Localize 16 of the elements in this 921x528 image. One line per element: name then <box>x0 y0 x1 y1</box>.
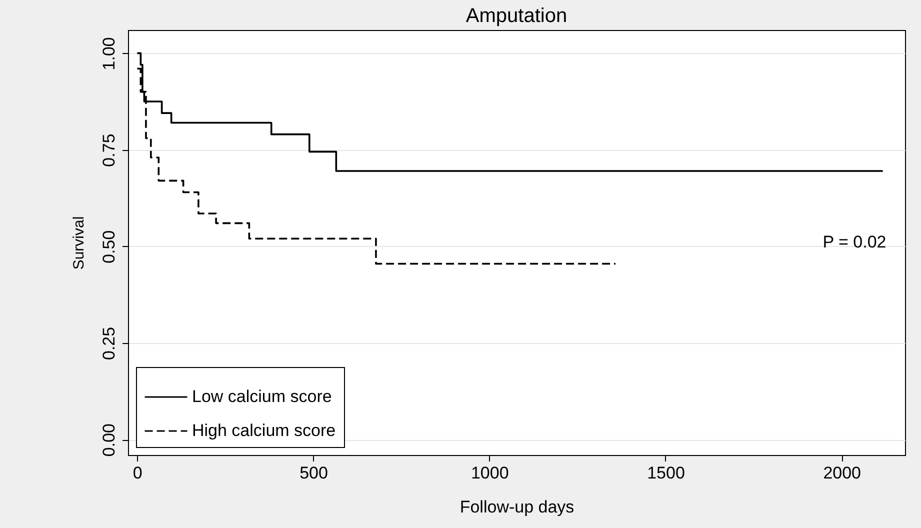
legend-label: High calcium score <box>192 421 336 440</box>
x-tick-label: 0 <box>132 464 142 482</box>
y-tick-label: 1.00 <box>100 37 118 70</box>
annotation: P = 0.02 <box>822 232 886 252</box>
x-tick-label: 2000 <box>823 464 862 482</box>
y-tick-label: 0.50 <box>100 230 118 264</box>
y-tick-label: 0.00 <box>100 424 118 457</box>
x-tick-label: 500 <box>300 464 328 482</box>
y-axis-title: Survival <box>70 216 88 270</box>
x-axis-title: Follow-up days <box>460 498 574 516</box>
legend-label: Low calcium score <box>192 387 332 406</box>
y-tick-label: 0.25 <box>100 326 118 360</box>
chart-title: Amputation <box>466 5 568 27</box>
y-tick-label: 0.75 <box>100 134 118 167</box>
x-tick-label: 1000 <box>470 464 509 482</box>
x-tick-label: 1500 <box>647 464 685 482</box>
